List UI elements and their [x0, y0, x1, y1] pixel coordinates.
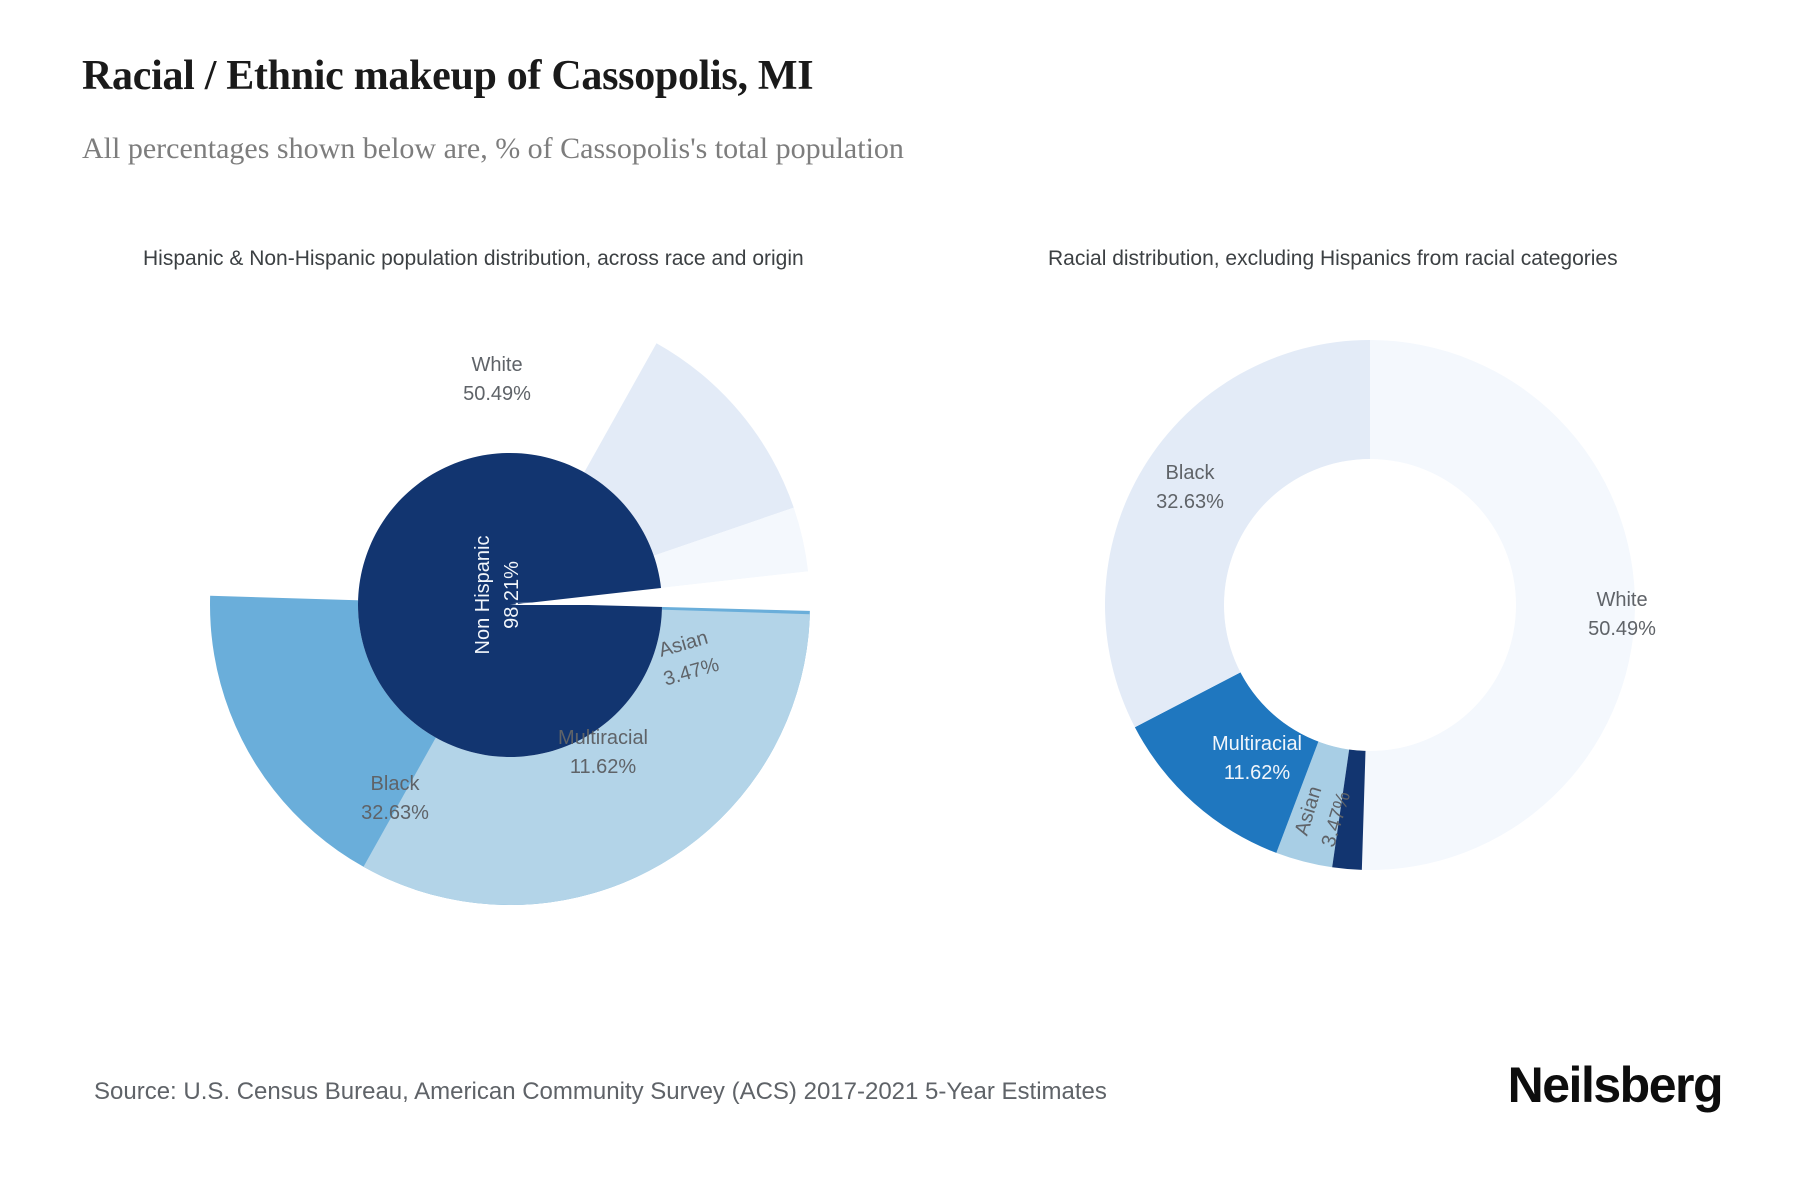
label-black-pct: 32.63% [361, 802, 429, 824]
label-non-hispanic-name: Non Hispanic [472, 536, 494, 655]
left-chart-label-white: White 50.49% [463, 354, 531, 405]
donut-hole [1224, 459, 1516, 751]
donut-slices-group [1105, 340, 1636, 870]
left-chart-label-black: Black 32.63% [361, 773, 429, 824]
label-white-pct: 50.49% [463, 383, 531, 405]
left-chart-label-center: Non Hispanic 98.21% [472, 536, 523, 655]
label-multiracial-pct: 11.62% [570, 756, 637, 778]
right-chart-panel: Black 32.63% White 50.49% Multiracial 11… [1060, 295, 1680, 915]
label-multiracial-pct: 11.62% [1224, 762, 1291, 784]
donut-slice-sliver[interactable] [1332, 749, 1366, 870]
donut-slice-white[interactable] [1361, 340, 1636, 870]
page-subtitle: All percentages shown below are, % of Ca… [82, 132, 904, 165]
source-note: Source: U.S. Census Bureau, American Com… [94, 1078, 1107, 1105]
right-chart-label-white: White 50.49% [1588, 589, 1656, 640]
left-chart-panel: White 50.49% Black 32.63% Multiracial 11… [200, 295, 820, 915]
label-non-hispanic-pct: 98.21% [501, 561, 523, 629]
label-black-name: Black [371, 773, 421, 795]
label-white-pct: 50.49% [1588, 618, 1656, 640]
label-black-name: Black [1166, 462, 1216, 484]
right-chart-subtitle: Racial distribution, excluding Hispanics… [1048, 247, 1618, 270]
donut-slice-black[interactable] [1105, 340, 1370, 728]
label-multiracial-name: Multiracial [558, 727, 648, 749]
neilsberg-logo: Neilsberg [1507, 1057, 1724, 1113]
label-black-pct: 32.63% [1156, 491, 1224, 513]
right-donut-svg: Black 32.63% White 50.49% Multiracial 11… [1105, 340, 1656, 870]
right-chart-label-multiracial: Multiracial 11.62% [1212, 733, 1302, 784]
left-chart-label-multiracial: Multiracial 11.62% [558, 727, 648, 778]
right-chart-label-black: Black 32.63% [1156, 462, 1224, 513]
page-title: Racial / Ethnic makeup of Cassopolis, MI [82, 53, 814, 99]
inner-ring-group [358, 453, 662, 758]
inner-slice-non-hispanic[interactable] [358, 453, 662, 758]
donut-slice-multiracial[interactable] [1134, 672, 1319, 853]
left-nested-pie-svg: White 50.49% Black 32.63% Multiracial 11… [210, 343, 814, 906]
left-chart-subtitle: Hispanic & Non-Hispanic population distr… [143, 247, 804, 270]
donut-slice-asian[interactable] [1276, 741, 1350, 868]
label-white-name: White [471, 354, 522, 376]
label-white-name: White [1596, 589, 1647, 611]
label-notch [512, 597, 814, 611]
label-multiracial-name: Multiracial [1212, 733, 1302, 755]
